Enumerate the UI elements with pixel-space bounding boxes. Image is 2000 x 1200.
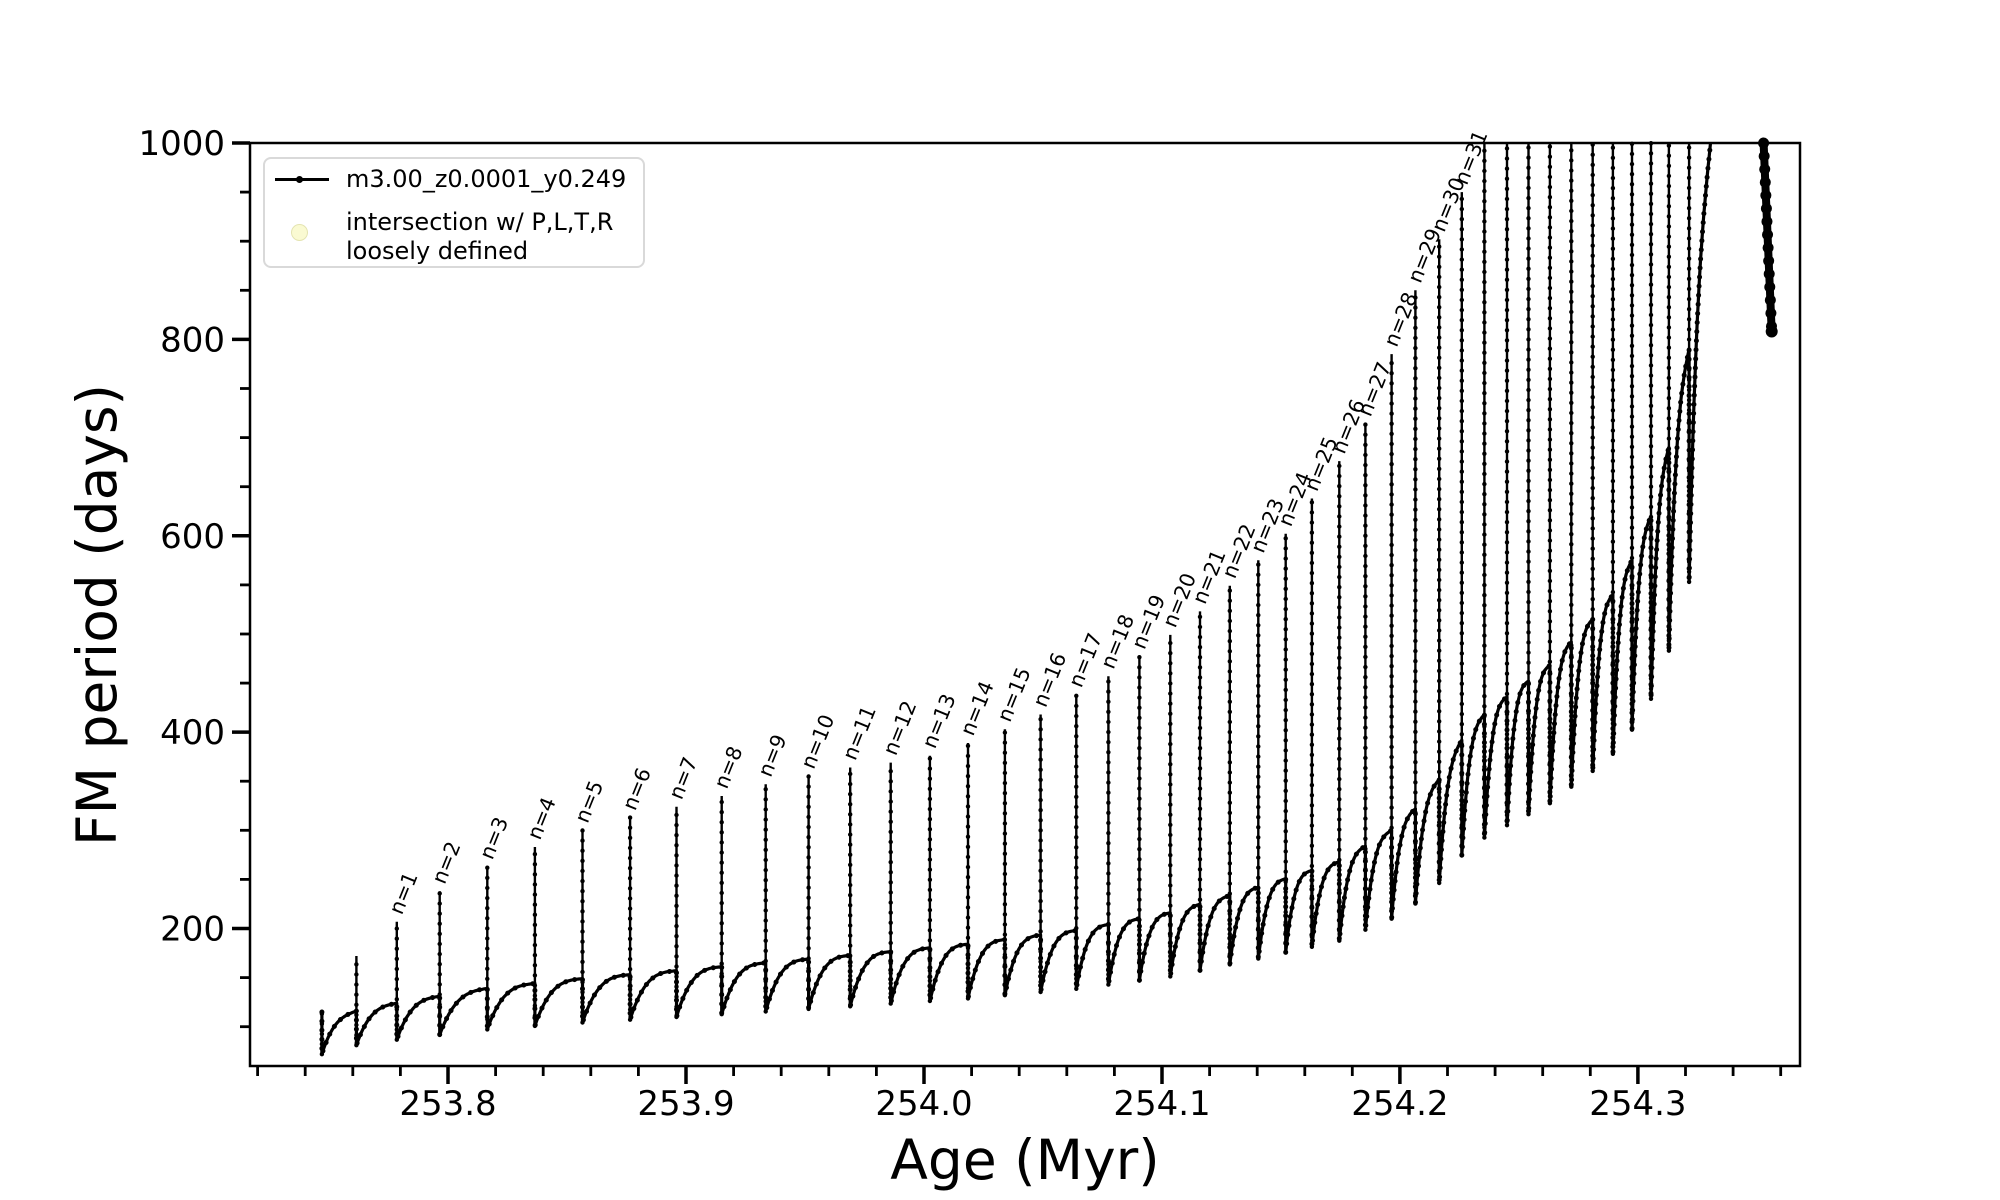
- legend-line-dot-icon: [296, 176, 303, 183]
- spike-label: n=15: [992, 664, 1035, 725]
- series-tail-end-dot: [1765, 325, 1778, 338]
- spike-label: n=2: [427, 838, 465, 887]
- y-tick-label: 1000: [138, 124, 225, 164]
- legend: m3.00_z0.0001_y0.249 intersection w/ P,L…: [263, 157, 645, 268]
- legend-pale-circle-icon: [291, 224, 308, 241]
- x-tick-label: 254.3: [1589, 1084, 1686, 1124]
- spike-label: n=14: [955, 678, 998, 739]
- spike-label: n=12: [878, 697, 921, 758]
- series-baseline-curve: [320, 142, 1713, 1056]
- legend-label-intersection-line1: intersection w/ P,L,T,R: [346, 208, 614, 236]
- x-axis-title: Age (Myr): [890, 1128, 1160, 1192]
- legend-label-intersection: intersection w/ P,L,T,R loosely defined: [346, 208, 613, 265]
- series-spike-markers: [319, 140, 1692, 1057]
- spike-label: n=31: [1449, 127, 1492, 188]
- spike-label: n=13: [917, 690, 960, 751]
- y-tick-label: 200: [160, 910, 225, 950]
- spike-label: n=7: [664, 754, 702, 803]
- spike-label: n=11: [838, 702, 881, 763]
- legend-label-intersection-line2: loosely defined: [346, 236, 529, 265]
- spike-label: n=9: [753, 731, 791, 780]
- plot-frame: [248, 141, 1802, 1068]
- spike-label: n=4: [522, 794, 560, 843]
- spike-label: n=27: [1353, 359, 1396, 420]
- x-tick-label: 253.8: [399, 1084, 496, 1124]
- legend-label-series: m3.00_z0.0001_y0.249: [346, 165, 627, 193]
- spike-label: n=10: [796, 711, 839, 772]
- spike-label: n=6: [617, 764, 655, 813]
- series-tail-markers: [1758, 137, 1778, 337]
- series-baseline-markers: [319, 140, 1713, 1055]
- x-tick-label: 254.2: [1351, 1084, 1448, 1124]
- y-tick-label: 800: [160, 320, 225, 360]
- spike-label: n=1: [384, 869, 422, 918]
- x-tick-label: 254.1: [1113, 1084, 1210, 1124]
- y-tick-label: 400: [160, 713, 225, 753]
- spike-label: n=8: [709, 743, 747, 792]
- spike-label: n=5: [570, 777, 608, 826]
- x-tick-label: 253.9: [637, 1084, 734, 1124]
- series-spike-lines: [320, 143, 1691, 1055]
- y-axis-title: FM period (days): [65, 384, 129, 846]
- spike-label: n=3: [475, 814, 513, 863]
- x-tick-label: 254.0: [875, 1084, 972, 1124]
- y-tick-label: 600: [160, 517, 225, 557]
